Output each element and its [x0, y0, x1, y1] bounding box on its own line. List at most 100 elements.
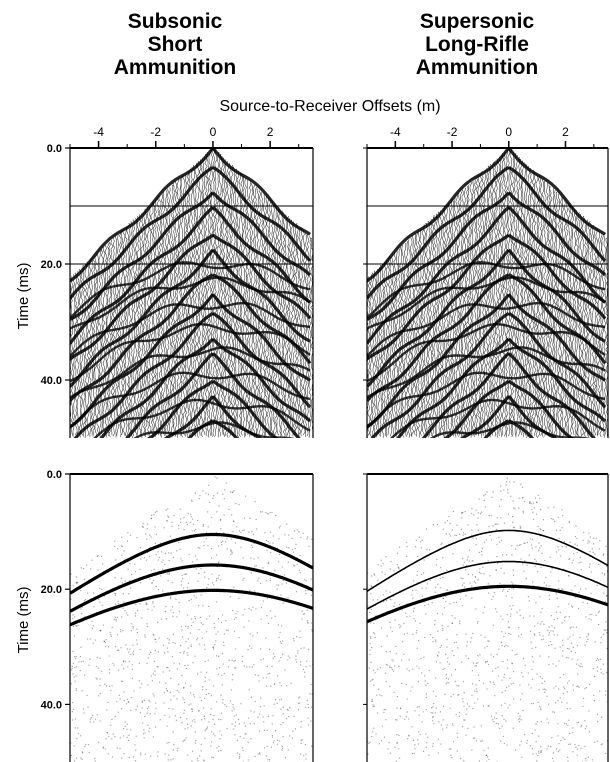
residual-speckle	[450, 754, 452, 756]
residual-speckle	[578, 744, 580, 746]
residual-speckle	[546, 718, 548, 720]
residual-speckle	[232, 610, 234, 612]
trace-wiggle	[140, 212, 144, 438]
residual-speckle	[417, 681, 419, 683]
residual-speckle	[557, 546, 559, 548]
residual-speckle	[538, 550, 540, 552]
residual-speckle	[277, 624, 279, 626]
residual-speckle	[495, 712, 497, 714]
residual-speckle	[548, 664, 550, 666]
residual-speckle	[414, 748, 416, 750]
trace-wiggle	[433, 215, 437, 438]
reflection-event	[70, 165, 214, 300]
residual-speckle	[84, 616, 86, 618]
residual-speckle	[533, 615, 535, 617]
residual-speckle	[535, 753, 537, 755]
residual-speckle	[576, 722, 578, 724]
residual-speckle	[537, 526, 539, 528]
trace-wiggle	[94, 254, 98, 438]
trace-wiggle	[497, 156, 501, 437]
residual-speckle	[121, 616, 123, 618]
residual-speckle	[550, 518, 553, 520]
residual-speckle	[399, 757, 401, 759]
residual-speckle	[519, 744, 521, 746]
trace-wiggle	[457, 193, 461, 437]
residual-speckle	[430, 711, 432, 714]
residual-speckle	[453, 654, 455, 657]
residual-speckle	[248, 531, 250, 533]
residual-speckle	[513, 481, 515, 483]
residual-speckle	[303, 755, 305, 757]
residual-speckle	[567, 575, 570, 577]
residual-speckle	[568, 680, 570, 682]
residual-speckle	[240, 546, 242, 548]
trace-wiggle	[178, 178, 182, 437]
residual-speckle	[413, 607, 415, 609]
residual-speckle	[438, 651, 440, 653]
reflection-event	[507, 352, 596, 438]
residual-speckle	[300, 536, 302, 538]
residual-speckle	[555, 665, 557, 667]
residual-speckle	[243, 665, 245, 667]
residual-speckle	[474, 665, 476, 667]
residual-speckle	[484, 493, 486, 496]
residual-speckle	[437, 752, 439, 754]
residual-speckle	[151, 609, 153, 611]
residual-speckle	[488, 515, 490, 517]
residual-speckle	[408, 670, 410, 672]
residual-speckle	[225, 482, 227, 484]
residual-speckle	[519, 698, 521, 701]
residual-speckle	[243, 577, 245, 579]
residual-speckle	[128, 651, 130, 653]
residual-speckle	[179, 548, 181, 550]
residual-speckle	[282, 735, 284, 738]
residual-speckle	[484, 506, 486, 508]
residual-speckle	[535, 546, 537, 548]
residual-speckle	[159, 681, 161, 683]
residual-speckle	[309, 665, 311, 667]
residual-speckle	[296, 563, 298, 565]
residual-speckle	[378, 743, 380, 745]
residual-speckle	[157, 751, 159, 753]
residual-speckle	[538, 750, 540, 752]
residual-speckle	[528, 684, 530, 686]
residual-speckle	[158, 637, 160, 639]
residual-speckle	[522, 512, 524, 514]
residual-speckle	[233, 715, 235, 717]
residual-speckle	[477, 512, 479, 514]
residual-speckle	[225, 620, 227, 622]
residual-speckle	[603, 553, 605, 555]
residual-speckle	[272, 535, 274, 537]
residual-speckle	[99, 629, 101, 632]
residual-speckle	[394, 619, 396, 621]
residual-speckle	[182, 741, 184, 743]
residual-speckle	[312, 625, 313, 627]
residual-speckle	[157, 651, 159, 653]
residual-speckle	[107, 701, 109, 703]
residual-speckle	[432, 720, 434, 722]
residual-speckle	[467, 727, 469, 729]
trace-wiggle	[445, 204, 449, 436]
trace-wiggle	[154, 199, 158, 438]
residual-speckle	[278, 538, 280, 540]
residual-speckle	[459, 620, 461, 622]
residual-speckle	[72, 617, 74, 619]
reflection-event	[507, 337, 607, 423]
residual-speckle	[202, 490, 204, 492]
residual-speckle	[595, 537, 597, 539]
residual-speckle	[201, 700, 203, 702]
residual-speckle	[524, 560, 526, 562]
residual-speckle	[182, 636, 184, 638]
residual-speckle	[141, 683, 143, 685]
residual-speckle	[451, 622, 453, 624]
residual-speckle	[477, 579, 479, 581]
residual-speckle	[266, 615, 268, 617]
residual-speckle	[531, 508, 533, 511]
residual-speckle	[475, 544, 477, 546]
residual-speckle	[427, 736, 429, 738]
residual-speckle	[557, 735, 559, 737]
trace-wiggle	[435, 213, 439, 437]
residual-speckle	[180, 521, 182, 523]
residual-speckle	[127, 666, 129, 668]
residual-speckle	[273, 683, 276, 686]
